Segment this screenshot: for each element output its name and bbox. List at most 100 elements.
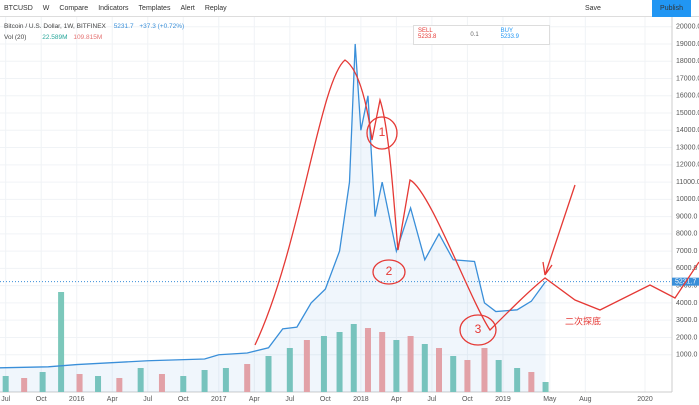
button[interactable]: Alert: [180, 4, 195, 12]
x-tick-label: Apr: [391, 396, 403, 403]
note: 二次探底: [565, 315, 601, 326]
button[interactable]: Compare: [59, 4, 89, 12]
publish[interactable]: Publish: [652, 0, 691, 17]
volume-bar: [350, 324, 357, 392]
vol: 22.589M: [42, 34, 68, 41]
x-tick-label: Jul: [1, 396, 10, 403]
volume-bar: [180, 376, 187, 392]
arrow: [542, 184, 576, 276]
volume-bar: [76, 374, 83, 392]
x-tick-label: Oct: [36, 396, 47, 403]
x-tick-label: Oct: [178, 396, 189, 403]
volume-bar: [222, 368, 229, 392]
volume-bar: [393, 340, 400, 392]
volume-bar: [116, 378, 123, 392]
buy[interactable]: BUY 5233.9: [497, 26, 549, 44]
volume-bar: [542, 382, 549, 392]
y-tick-label: 19000.0: [676, 41, 699, 48]
change: +37.3 (+0.72%): [139, 23, 185, 30]
volume-bar: [450, 356, 457, 392]
volume-bar: [2, 376, 9, 392]
x-tick-label: May: [543, 396, 557, 403]
volume-bar: [137, 368, 144, 392]
circle-1: [366, 116, 398, 150]
circle-2: [372, 259, 406, 285]
hand-curve: [254, 59, 699, 346]
y-tick-label: 15000.0: [676, 110, 699, 117]
x-tick-label: Jul: [427, 396, 436, 403]
volume-bar: [265, 356, 272, 392]
x-tick-label: Jul: [143, 396, 152, 403]
x-tick-label: 2017: [211, 396, 227, 403]
y-tick-label: 9000.0: [676, 213, 698, 220]
volume-bar: [201, 370, 208, 392]
volume-bar: [436, 348, 443, 392]
volume-bar: [244, 364, 251, 392]
volume-bar: [514, 368, 521, 392]
y-tick-label: 3000.0: [676, 317, 698, 324]
y-tick-label: 4000.0: [676, 300, 698, 307]
button[interactable]: Replay: [204, 4, 227, 12]
y-tick-label: 11000.0: [676, 179, 699, 186]
y-tick-label: 20000.0: [676, 24, 699, 31]
circle-3: [459, 314, 497, 346]
volume-bar: [379, 332, 386, 392]
buy-price: 5233.9: [500, 34, 519, 40]
button[interactable]: Templates: [138, 4, 171, 12]
buy-label: BUY: [500, 28, 513, 34]
volume-bar: [58, 292, 65, 392]
mark-2: 2: [386, 264, 393, 278]
button[interactable]: Indicators: [98, 4, 129, 12]
x-tick-label: Jul: [285, 396, 294, 403]
y-tick-label: 8000.0: [676, 231, 698, 238]
mark-3: 3: [475, 322, 482, 336]
volume-bar: [95, 376, 102, 392]
x-tick-label: 2020: [637, 396, 653, 403]
x-tick-label: Oct: [462, 396, 473, 403]
y-tick-label: 10000.0: [676, 196, 699, 203]
y-tick-label: 1000.0: [676, 352, 698, 359]
x-tick-label: 2019: [495, 396, 511, 403]
qty[interactable]: 0.1: [470, 32, 479, 38]
y-tick-label: 17000.0: [676, 75, 699, 82]
y-tick-label: 16000.0: [676, 93, 699, 100]
volume-bar: [481, 348, 488, 392]
sell-price: 5233.8: [418, 34, 437, 40]
order-panel: SELL 5233.8 0.1 BUY 5233.9: [413, 25, 550, 45]
volume-bar: [364, 328, 371, 392]
volume-bar: [407, 336, 414, 392]
volume-bar: [286, 348, 293, 392]
y-tick-label: 7000.0: [676, 248, 698, 255]
legend: Bitcoin / U.S. Dollar, 1W, BITFINEX 5231…: [4, 21, 184, 43]
sell[interactable]: SELL 5233.8: [414, 26, 466, 44]
volume-bar: [303, 340, 310, 392]
x-tick-label: 2016: [69, 396, 85, 403]
volume-bar: [421, 344, 428, 392]
x-tick-label: Apr: [107, 396, 119, 403]
save[interactable]: Save: [585, 4, 601, 12]
vol-ma: 109.815M: [73, 34, 103, 41]
title: Bitcoin / U.S. Dollar, 1W, BITFINEX: [4, 23, 106, 30]
y-tick-label: 12000.0: [676, 162, 699, 169]
y-tick-label: 6000.0: [676, 265, 698, 272]
price-line: [0, 43, 547, 369]
last: 5231.7: [113, 23, 134, 30]
volume-bar: [158, 374, 165, 392]
symbol[interactable]: BTCUSD: [4, 4, 33, 12]
volume-bar: [39, 372, 46, 392]
x-tick-label: 2018: [353, 396, 369, 403]
price-area: [0, 43, 546, 392]
sell-label: SELL: [418, 28, 433, 34]
x-tick-label: Apr: [249, 396, 261, 403]
volume-bar: [495, 360, 502, 392]
volume-bar: [528, 372, 535, 392]
x-tick-label: Oct: [320, 396, 331, 403]
y-tick-label: 5000.0: [676, 283, 698, 290]
mark-1: 1: [379, 125, 386, 139]
volume-bar: [464, 360, 471, 392]
y-tick-label: 14000.0: [676, 127, 699, 134]
x-tick-label: Aug: [579, 396, 592, 403]
interval[interactable]: W: [42, 4, 50, 12]
